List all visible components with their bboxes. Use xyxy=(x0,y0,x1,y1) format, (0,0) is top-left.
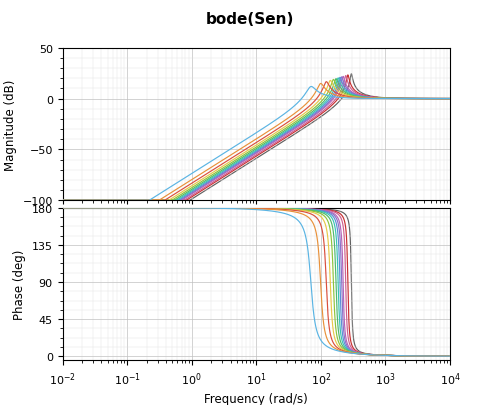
Y-axis label: Phase (deg): Phase (deg) xyxy=(13,249,26,320)
Text: bode(Sen): bode(Sen) xyxy=(206,12,294,27)
X-axis label: Frequency (rad/s): Frequency (rad/s) xyxy=(204,392,308,405)
Y-axis label: Magnitude (dB): Magnitude (dB) xyxy=(4,79,17,170)
